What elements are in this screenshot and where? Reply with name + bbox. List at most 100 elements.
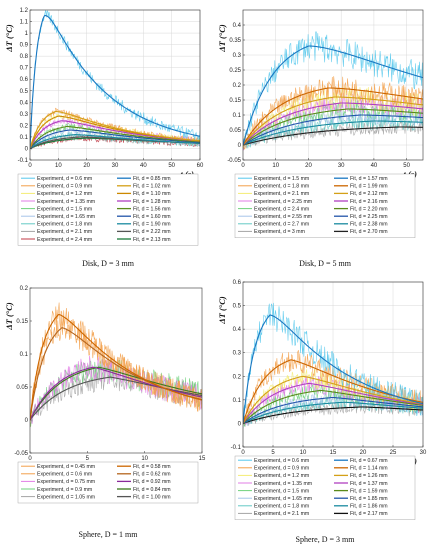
legend-label-fit: Fit, d = 0.62 mm [133, 472, 171, 478]
y-tick-label: 0.05 [229, 128, 241, 134]
y-tick-label: 1.1 [20, 20, 29, 26]
chart-caption: Sphere, D = 1 mm [79, 530, 139, 539]
y-tick-label: 0.15 [16, 319, 28, 325]
y-tick-label: 0.3 [233, 351, 242, 357]
legend-label-experiment: Experiment, d = 0.6 mm [254, 458, 309, 464]
chart-caption: Sphere, D = 3 mm [296, 535, 356, 544]
legend-label-experiment: Experiment, d = 1.8 mm [254, 504, 309, 510]
legend-label-experiment: Experiment, d = 1.5 mm [37, 206, 92, 212]
legend-label-experiment: Experiment, d = 1.05 mm [37, 494, 95, 500]
y-tick-label: 0 [238, 421, 242, 427]
fit-series-1 [243, 45, 423, 146]
y-axis-label: ΔT (°C) [217, 24, 227, 53]
chart-caption: Disk, D = 5 mm [299, 259, 352, 268]
fit-series-1 [30, 314, 202, 421]
fit-series-6 [243, 114, 423, 146]
y-axis-label: ΔT (°C) [4, 302, 14, 331]
y-tick-label: 0.4 [233, 23, 242, 29]
y-tick-label: 0.9 [20, 43, 29, 49]
x-tick-label: 0 [28, 163, 32, 169]
fit-series-3 [243, 375, 423, 424]
fit-series-3 [243, 96, 423, 146]
axes-frame [29, 287, 203, 454]
legend-label-experiment: Experiment, d = 0.9 mm [37, 184, 92, 190]
legend-label-experiment: Experiment, d = 0.75 mm [37, 479, 95, 485]
y-tick-label: 0 [25, 418, 29, 424]
fit-series-4 [243, 382, 423, 424]
y-tick-label: 0.4 [20, 100, 29, 106]
x-tick-label: 40 [371, 163, 378, 169]
legend-label-fit: Fit, d = 2.70 mm [350, 229, 388, 235]
x-tick-label: 25 [390, 450, 397, 456]
legend-label-fit: Fit, d = 2.17 mm [350, 511, 388, 517]
legend-box [17, 173, 199, 246]
legend-label-fit: Fit, d = 1.90 mm [133, 222, 171, 228]
legend-label-fit: Fit, d = 1.14 mm [350, 466, 388, 472]
y-tick-label: 1 [25, 31, 29, 37]
y-axis-label: ΔT (°C) [217, 296, 227, 325]
x-tick-label: 60 [197, 163, 204, 169]
fit-series-7 [30, 134, 200, 149]
x-tick-label: 20 [83, 163, 90, 169]
y-tick-label: 0.2 [20, 286, 29, 292]
legend-label-experiment: Experiment, d = 1.5 mm [254, 176, 309, 182]
legend-label-fit: Fit, d = 1.86 mm [350, 504, 388, 510]
x-tick-label: 10 [141, 456, 148, 462]
legend-label-experiment: Experiment, d = 1.8 mm [37, 222, 92, 228]
fit-series-5 [30, 376, 202, 421]
y-tick-label: 0.1 [233, 398, 242, 404]
legend-label-experiment: Experiment, d = 1.5 mm [254, 488, 309, 494]
fit-series-4 [243, 102, 423, 146]
y-tick-label: 0.25 [229, 68, 241, 74]
legend: Experiment, d = 0.6 mm Fit, d = 0.85 mm Ex… [17, 173, 199, 246]
chart-caption: Disk, D = 3 mm [82, 259, 135, 268]
legend-label-fit: Fit, d = 1.28 mm [133, 199, 171, 205]
fit-series-6 [30, 129, 200, 149]
y-tick-label: 0.2 [233, 374, 242, 380]
legend-label-experiment: Experiment, d = 2.1 mm [37, 229, 92, 235]
x-tick-label: 10 [300, 450, 307, 456]
legend-label-experiment: Experiment, d = 1.65 mm [37, 214, 95, 220]
y-tick-label: -0.05 [14, 451, 28, 457]
x-tick-label: 5 [271, 450, 275, 456]
y-tick-label: 0 [238, 143, 242, 149]
x-tick-label: 0 [241, 450, 245, 456]
x-tick-label: 0 [241, 163, 245, 169]
plot-series [30, 302, 202, 428]
x-tick-label: 10 [55, 163, 62, 169]
chart-panel-4: 0 5 10 15 20 25 30-0.100.10.20.30.40.50.6ΔT (°… [217, 280, 427, 544]
y-tick-label: 0.5 [20, 89, 29, 95]
legend-label-experiment: Experiment, d = 2.4 mm [37, 237, 92, 243]
legend-label-fit: Fit, d = 0.85 mm [133, 176, 171, 182]
y-tick-label: -0.1 [231, 445, 242, 451]
x-tick-label: 5 [86, 456, 90, 462]
y-tick-label: 0.4 [233, 327, 242, 333]
x-tick-label: 20 [305, 163, 312, 169]
fit-series-2 [243, 87, 423, 146]
legend-label-fit: Fit, d = 1.99 mm [350, 184, 388, 190]
x-tick-label: 50 [168, 163, 175, 169]
legend-label-fit: Fit, d = 2.12 mm [350, 191, 388, 197]
legend-label-fit: Fit, d = 1.59 mm [350, 488, 388, 494]
legend-label-experiment: Experiment, d = 0.6 mm [37, 176, 92, 182]
legend-label-fit: Fit, d = 0.58 mm [133, 464, 171, 470]
legend-label-experiment: Experiment, d = 1.2 mm [37, 191, 92, 197]
legend-label-fit: Fit, d = 1.85 mm [350, 496, 388, 502]
fit-series-7 [243, 401, 423, 424]
y-tick-label: -0.05 [227, 158, 241, 164]
legend-label-experiment: Experiment, d = 0.45 mm [37, 464, 95, 470]
legend-label-experiment: Experiment, d = 2.1 mm [254, 191, 309, 197]
legend-label-experiment: Experiment, d = 0.6 mm [37, 472, 92, 478]
legend-label-experiment: Experiment, d = 2.55 mm [254, 214, 312, 220]
plot-series [243, 31, 423, 151]
fit-series-1 [243, 314, 423, 424]
y-tick-label: 1.2 [20, 8, 29, 14]
legend-label-fit: Fit, d = 2.38 mm [350, 222, 388, 228]
y-tick-label: 0.6 [233, 280, 242, 286]
legend-label-experiment: Experiment, d = 0.9 mm [254, 466, 309, 472]
y-tick-label: 0.3 [20, 112, 29, 118]
legend-label-fit: Fit, d = 1.57 mm [350, 176, 388, 182]
legend-label-fit: Fit, d = 2.13 mm [133, 237, 171, 243]
legend-label-fit: Fit, d = 2.22 mm [133, 229, 171, 235]
